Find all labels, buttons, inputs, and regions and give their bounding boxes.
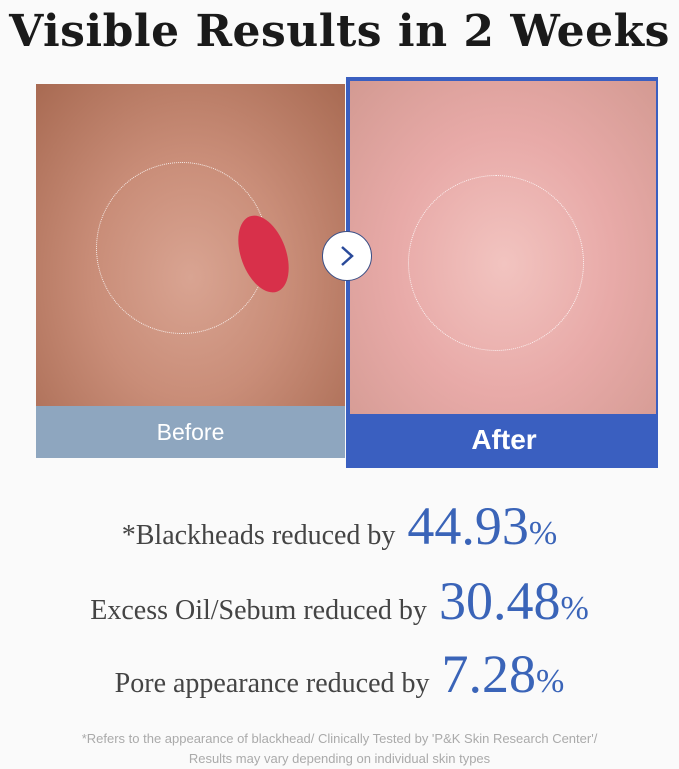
footnote: *Refers to the appearance of blackhead/ … <box>0 729 679 769</box>
stat-pore: Pore appearance reduced by 7.28 % <box>0 643 679 705</box>
stat-blackheads: *Blackheads reduced by 44.93 % <box>0 495 679 557</box>
stat-unit: % <box>536 663 565 700</box>
page-title: Visible Results in 2 Weeks <box>9 6 670 57</box>
stat-oil-sebum: Excess Oil/Sebum reduced by 30.48 % <box>0 570 679 632</box>
before-label: Before <box>36 406 345 458</box>
stat-unit: % <box>560 590 589 627</box>
footnote-line: Results may vary depending on individual… <box>188 751 491 766</box>
stat-unit: % <box>528 515 558 552</box>
stat-label: Pore appearance reduced by <box>114 668 430 699</box>
after-panel: After <box>346 77 658 468</box>
stat-label: Excess Oil/Sebum reduced by <box>90 595 427 626</box>
stat-value: 7.28 <box>441 644 537 704</box>
highlight-circle <box>408 175 584 351</box>
footnote-line: *Refers to the appearance of blackhead/ … <box>81 731 598 746</box>
stat-value: 44.93 <box>407 496 529 556</box>
before-photo <box>36 84 345 406</box>
after-photo <box>350 81 656 414</box>
stat-value: 30.48 <box>438 571 561 631</box>
stat-label: *Blackheads reduced by <box>121 520 396 551</box>
chevron-right-icon <box>322 231 372 281</box>
after-label: After <box>350 414 656 466</box>
